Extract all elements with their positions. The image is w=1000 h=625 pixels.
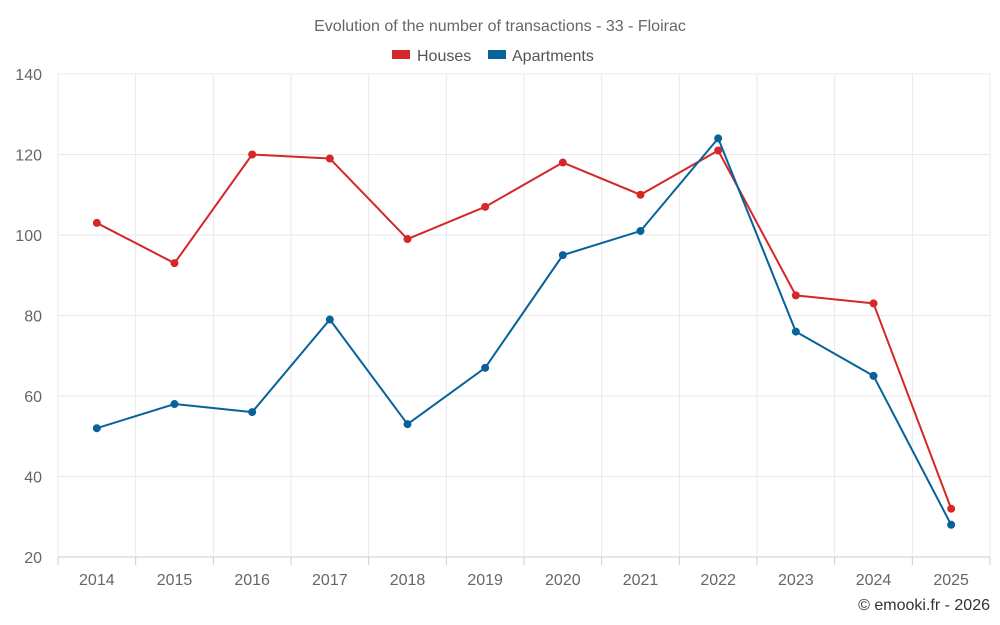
legend: Houses Apartments	[392, 48, 594, 65]
legend-label-houses[interactable]: Houses	[417, 48, 471, 65]
point-houses-2016[interactable]	[248, 150, 257, 159]
y-tick-label-80: 80	[24, 309, 42, 326]
x-tick-label-2021: 2021	[623, 572, 659, 589]
point-houses-2021[interactable]	[636, 190, 645, 199]
series-apartments	[92, 134, 956, 529]
y-tick-label-140: 140	[15, 67, 42, 84]
x-tick-label-2024: 2024	[856, 572, 892, 589]
legend-label-apartments[interactable]: Apartments	[512, 48, 594, 65]
y-tick-label-100: 100	[15, 228, 42, 245]
y-axis-ticks: 20 40 60 80 100 120 140	[15, 67, 42, 567]
point-houses-2022[interactable]	[714, 146, 723, 155]
series-line-houses	[96, 149, 953, 510]
legend-swatch-houses	[392, 50, 410, 59]
point-apartments-2017[interactable]	[325, 315, 334, 324]
x-tick-label-2019: 2019	[467, 572, 503, 589]
x-axis-ticks: 2014 2015 2016 2017 2018 2019 2020 2021 2022 2023…	[57, 557, 991, 589]
point-houses-2019[interactable]	[481, 202, 490, 211]
x-gridlines	[57, 74, 991, 557]
point-houses-2023[interactable]	[791, 291, 800, 300]
point-apartments-2022[interactable]	[714, 134, 723, 143]
point-houses-2025[interactable]	[947, 504, 956, 513]
point-apartments-2018[interactable]	[403, 420, 412, 429]
point-apartments-2021[interactable]	[636, 226, 645, 235]
x-tick-label-2020: 2020	[545, 572, 581, 589]
point-apartments-2016[interactable]	[248, 408, 257, 417]
x-tick-label-2022: 2022	[700, 572, 736, 589]
x-tick-label-2016: 2016	[234, 572, 270, 589]
y-tick-label-40: 40	[24, 470, 42, 487]
chart-title: Evolution of the number of transactions …	[314, 18, 686, 35]
y-tick-label-20: 20	[24, 550, 42, 567]
point-houses-2020[interactable]	[558, 158, 567, 167]
x-tick-label-2014: 2014	[79, 572, 115, 589]
x-tick-label-2023: 2023	[778, 572, 814, 589]
point-apartments-2023[interactable]	[791, 327, 800, 336]
series-layer	[92, 134, 956, 529]
point-apartments-2019[interactable]	[481, 363, 490, 372]
x-tick-label-2015: 2015	[157, 572, 193, 589]
series-line-apartments	[96, 137, 953, 526]
y-tick-label-60: 60	[24, 389, 42, 406]
point-apartments-2024[interactable]	[869, 371, 878, 380]
point-houses-2014[interactable]	[92, 218, 101, 227]
y-tick-label-120: 120	[15, 148, 42, 165]
point-apartments-2020[interactable]	[558, 251, 567, 260]
x-tick-label-2018: 2018	[390, 572, 426, 589]
point-houses-2015[interactable]	[170, 259, 179, 268]
point-apartments-2014[interactable]	[92, 424, 101, 433]
point-apartments-2025[interactable]	[947, 520, 956, 529]
point-apartments-2015[interactable]	[170, 400, 179, 409]
x-tick-label-2017: 2017	[312, 572, 348, 589]
point-houses-2018[interactable]	[403, 235, 412, 244]
x-tick-label-2025: 2025	[933, 572, 969, 589]
point-houses-2017[interactable]	[325, 154, 334, 163]
point-houses-2024[interactable]	[869, 299, 878, 308]
legend-swatch-apartments	[488, 50, 506, 59]
series-houses	[92, 146, 956, 513]
credit-text: © emooki.fr - 2026	[858, 597, 990, 614]
